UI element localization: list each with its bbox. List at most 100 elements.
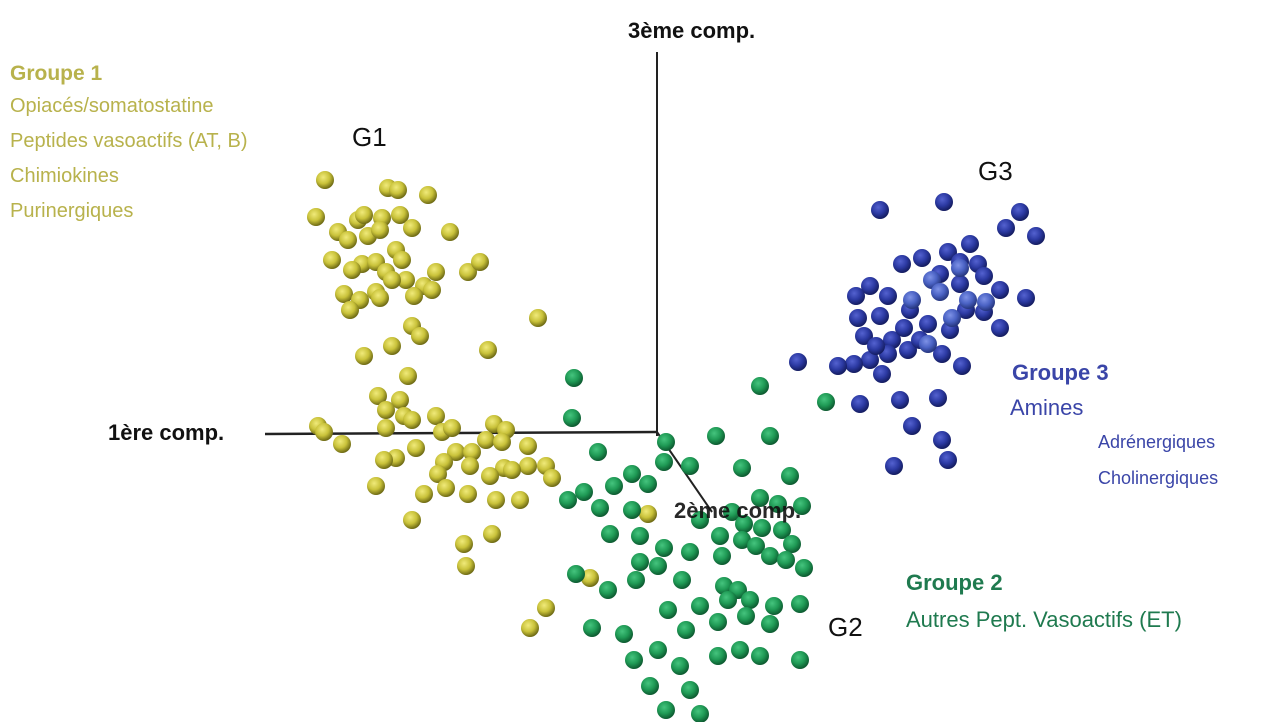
group1-point <box>543 469 561 487</box>
group2-point <box>601 525 619 543</box>
group2-point <box>567 565 585 583</box>
group3-point <box>919 335 937 353</box>
group3-point <box>1011 203 1029 221</box>
group1-point <box>455 535 473 553</box>
group1-point <box>333 435 351 453</box>
legend-group2-item: Autres Pept. Vasoactifs (ET) <box>906 607 1182 632</box>
group1-point <box>511 491 529 509</box>
group2-point <box>631 527 649 545</box>
cluster-label-g2: G2 <box>828 612 863 642</box>
group3-point <box>991 281 1009 299</box>
group1-point <box>419 186 437 204</box>
group3-point <box>867 337 885 355</box>
group2-point <box>627 571 645 589</box>
group1-point <box>441 223 459 241</box>
group1-point <box>371 289 389 307</box>
group1-point <box>399 367 417 385</box>
group2-point <box>655 453 673 471</box>
group1-point <box>403 511 421 529</box>
group2-point <box>563 409 581 427</box>
group3-point <box>931 283 949 301</box>
group1-point <box>389 181 407 199</box>
group1-point <box>355 347 373 365</box>
group3-point <box>903 291 921 309</box>
group1-point <box>339 231 357 249</box>
cluster-label-g3: G3 <box>978 156 1013 186</box>
group2-point <box>589 443 607 461</box>
group2-point <box>559 491 577 509</box>
group2-point <box>751 377 769 395</box>
group1-point <box>521 619 539 637</box>
group2-point <box>639 475 657 493</box>
group3-point <box>935 193 953 211</box>
group2-point <box>713 547 731 565</box>
group1-point <box>461 457 479 475</box>
group3-point <box>885 457 903 475</box>
group3-point <box>933 431 951 449</box>
group2-point <box>777 551 795 569</box>
group3-point <box>891 391 909 409</box>
group3-point <box>851 395 869 413</box>
group2-point <box>707 427 725 445</box>
group2-point <box>599 581 617 599</box>
group1-point <box>371 221 389 239</box>
group1-point <box>383 337 401 355</box>
legend-group2-title: Groupe 2 <box>906 570 1003 595</box>
group2-point <box>761 547 779 565</box>
group2-point <box>709 647 727 665</box>
group1-point <box>415 485 433 503</box>
group3-point <box>929 389 947 407</box>
group2-point <box>709 613 727 631</box>
group3-point <box>893 255 911 273</box>
group2-point <box>781 467 799 485</box>
group2-point <box>761 615 779 633</box>
group1-point <box>383 271 401 289</box>
group3-point <box>951 259 969 277</box>
group2-point <box>681 543 699 561</box>
legend-group1-title: Groupe 1 <box>10 62 103 85</box>
legend-group1-item: Purinergiques <box>10 200 133 222</box>
group3-point <box>1017 289 1035 307</box>
group3-point <box>903 417 921 435</box>
axis-comp3-label: 3ème comp. <box>628 18 755 43</box>
group2-point <box>741 591 759 609</box>
group2-point <box>671 657 689 675</box>
group2-point <box>795 559 813 577</box>
group1-point <box>377 419 395 437</box>
group1-point <box>307 208 325 226</box>
group1-point <box>335 285 353 303</box>
group1-point <box>471 253 489 271</box>
axis-comp2-label: 2ème comp. <box>674 498 801 523</box>
group1-point <box>537 599 555 617</box>
legend-group3-subitem: Cholinergiques <box>1098 468 1218 488</box>
group1-point <box>519 457 537 475</box>
group1-point <box>493 433 511 451</box>
group3-point <box>959 291 977 309</box>
group3-point <box>895 319 913 337</box>
group1-points <box>307 171 657 637</box>
group2-point <box>681 457 699 475</box>
group1-point <box>529 309 547 327</box>
group3-point <box>789 353 807 371</box>
group2-point <box>649 641 667 659</box>
group1-point <box>477 431 495 449</box>
group3-point <box>953 357 971 375</box>
group1-point <box>341 301 359 319</box>
group2-point <box>657 701 675 719</box>
group3-point <box>961 235 979 253</box>
group1-point <box>411 327 429 345</box>
group1-point <box>427 407 445 425</box>
group2-point <box>673 571 691 589</box>
group2-point <box>731 641 749 659</box>
group2-point <box>657 433 675 451</box>
group2-point <box>631 553 649 571</box>
legend-group1-item: Opiacés/somatostatine <box>10 95 213 117</box>
legend-group1-item: Peptides vasoactifs (AT, B) <box>10 130 248 152</box>
group3-point <box>943 309 961 327</box>
legend-group3-subitem: Adrénergiques <box>1098 432 1215 452</box>
group2-point <box>681 681 699 699</box>
group1-point <box>407 439 425 457</box>
group3-point <box>849 309 867 327</box>
legend-group3-item: Amines <box>1010 395 1083 420</box>
group2-point <box>783 535 801 553</box>
